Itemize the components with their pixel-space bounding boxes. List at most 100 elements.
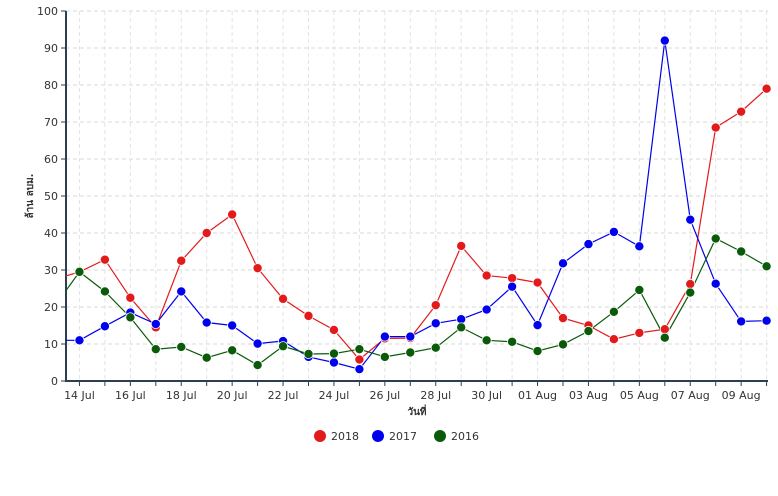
data-point-2017[interactable] (659, 35, 670, 46)
y-tick-label: 90 (44, 42, 58, 55)
data-point-2018[interactable] (456, 240, 467, 251)
data-point-2016[interactable] (507, 336, 518, 347)
data-point-2017[interactable] (354, 364, 365, 375)
data-point-2016[interactable] (405, 347, 416, 358)
x-tick-label: 28 Jul (420, 389, 451, 402)
data-point-2017[interactable] (558, 258, 569, 269)
data-point-2016[interactable] (558, 339, 569, 350)
data-point-2017[interactable] (430, 318, 441, 329)
x-tick-label: 24 Jul (319, 389, 350, 402)
data-point-2017[interactable] (583, 239, 594, 250)
data-point-2018[interactable] (710, 122, 721, 133)
data-point-2017[interactable] (150, 319, 161, 330)
data-point-2016[interactable] (99, 286, 110, 297)
y-tick-label: 80 (44, 79, 58, 92)
data-point-2017[interactable] (608, 226, 619, 237)
data-point-2017[interactable] (685, 214, 696, 225)
data-point-2016[interactable] (125, 312, 136, 323)
data-point-2017[interactable] (532, 320, 543, 331)
data-point-2018[interactable] (176, 255, 187, 266)
data-point-2018[interactable] (125, 292, 136, 303)
data-point-2017[interactable] (405, 331, 416, 342)
x-tick-label: 20 Jul (217, 389, 248, 402)
data-point-2016[interactable] (736, 246, 747, 257)
x-tick-label: 14 Jul (64, 389, 95, 402)
data-point-2017[interactable] (761, 315, 772, 326)
legend-marker-2017 (372, 430, 384, 442)
data-point-2016[interactable] (685, 287, 696, 298)
data-point-2018[interactable] (659, 324, 670, 335)
legend-item-2017[interactable]: 2017 (372, 430, 417, 443)
data-point-2016[interactable] (74, 266, 85, 277)
data-point-2016[interactable] (252, 360, 263, 371)
data-point-2018[interactable] (227, 209, 238, 220)
data-point-2016[interactable] (430, 342, 441, 353)
data-point-2016[interactable] (481, 335, 492, 346)
data-point-2016[interactable] (710, 233, 721, 244)
data-point-2018[interactable] (201, 227, 212, 238)
data-point-2016[interactable] (532, 346, 543, 357)
y-axis-title: ล้าน ลบม. (24, 174, 36, 219)
data-point-2018[interactable] (303, 310, 314, 321)
x-tick-label: 01 Aug (518, 389, 557, 402)
data-point-2016[interactable] (608, 306, 619, 317)
data-point-2016[interactable] (634, 284, 645, 295)
data-point-2016[interactable] (354, 344, 365, 355)
y-tick-label: 50 (44, 190, 58, 203)
data-point-2018[interactable] (430, 300, 441, 311)
data-point-2016[interactable] (328, 348, 339, 359)
y-tick-label: 70 (44, 116, 58, 129)
data-point-2016[interactable] (176, 341, 187, 352)
data-point-2018[interactable] (278, 293, 289, 304)
data-point-2018[interactable] (685, 279, 696, 290)
data-point-2016[interactable] (659, 332, 670, 343)
y-tick-label: 0 (51, 375, 58, 388)
data-point-2017[interactable] (227, 320, 238, 331)
data-point-2018[interactable] (507, 273, 518, 284)
x-tick-label: 05 Aug (620, 389, 659, 402)
data-point-2017[interactable] (710, 278, 721, 289)
data-point-2018[interactable] (558, 313, 569, 324)
data-point-2018[interactable] (99, 254, 110, 265)
data-point-2016[interactable] (456, 322, 467, 333)
data-point-2016[interactable] (227, 345, 238, 356)
data-point-2018[interactable] (354, 354, 365, 365)
data-point-2016[interactable] (583, 326, 594, 337)
plot-area (66, 35, 772, 375)
y-tick-label: 20 (44, 301, 58, 314)
data-point-2018[interactable] (634, 327, 645, 338)
data-point-2017[interactable] (481, 304, 492, 315)
data-point-2016[interactable] (761, 261, 772, 272)
data-point-2017[interactable] (252, 338, 263, 349)
data-point-2016[interactable] (303, 348, 314, 359)
legend-item-2016[interactable]: 2016 (434, 430, 479, 443)
x-tick-label: 22 Jul (268, 389, 299, 402)
data-point-2018[interactable] (252, 263, 263, 274)
data-point-2017[interactable] (176, 286, 187, 297)
x-tick-label: 18 Jul (166, 389, 197, 402)
x-tick-label: 30 Jul (471, 389, 502, 402)
data-point-2018[interactable] (736, 106, 747, 117)
data-point-2018[interactable] (761, 83, 772, 94)
data-point-2016[interactable] (150, 344, 161, 355)
data-point-2018[interactable] (481, 270, 492, 281)
legend-item-2018[interactable]: 2018 (314, 430, 359, 443)
legend: 2018 2017 2016 (314, 430, 479, 443)
data-point-2016[interactable] (379, 351, 390, 362)
data-point-2017[interactable] (328, 357, 339, 368)
data-point-2017[interactable] (507, 281, 518, 292)
data-point-2017[interactable] (379, 331, 390, 342)
data-point-2017[interactable] (74, 335, 85, 346)
data-point-2017[interactable] (99, 321, 110, 332)
y-tick-label: 30 (44, 264, 58, 277)
data-point-2016[interactable] (201, 352, 212, 363)
data-point-2017[interactable] (736, 316, 747, 327)
data-point-2018[interactable] (328, 324, 339, 335)
x-tick-label: 03 Aug (569, 389, 608, 402)
data-point-2017[interactable] (634, 241, 645, 252)
data-point-2017[interactable] (201, 317, 212, 328)
legend-label-2016: 2016 (451, 430, 479, 443)
data-point-2018[interactable] (532, 277, 543, 288)
data-point-2018[interactable] (608, 334, 619, 345)
data-point-2016[interactable] (278, 341, 289, 352)
